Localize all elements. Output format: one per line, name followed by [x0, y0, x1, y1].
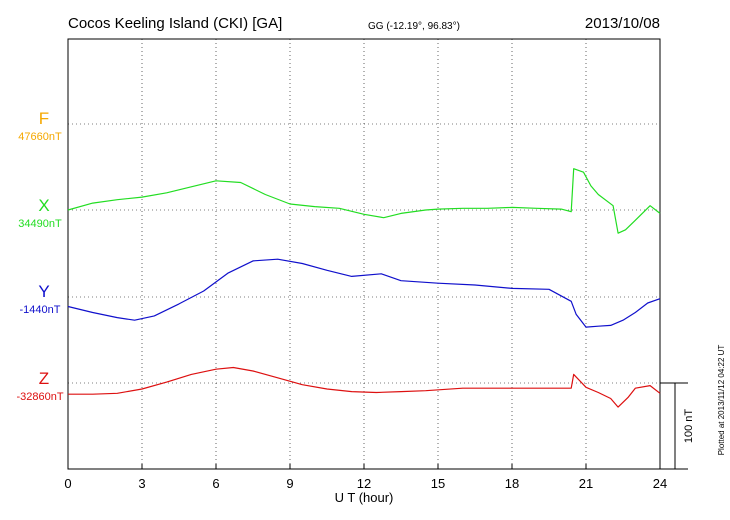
- series-y-name: Y: [38, 282, 49, 301]
- x-tick-label: 18: [505, 476, 519, 491]
- x-tick-label: 9: [286, 476, 293, 491]
- x-axis-label: U T (hour): [335, 490, 394, 505]
- series-z-line: [68, 366, 661, 408]
- series-z-baseline: -32860nT: [16, 391, 63, 403]
- x-tick-label: 3: [138, 476, 145, 491]
- series-labels: F 47660nT X 34490nT Y -1440nT Z -32860nT: [16, 109, 63, 403]
- x-axis-ticks: 0 3 6 9 12 15 18 21 24: [64, 464, 667, 491]
- x-tick-label: 24: [653, 476, 667, 491]
- scale-bar-label: 100 nT: [683, 409, 695, 444]
- x-tick-label: 12: [357, 476, 371, 491]
- series-x-line: [67, 168, 661, 234]
- series-layer: [67, 168, 661, 408]
- series-y-baseline: -1440nT: [20, 304, 61, 316]
- series-x-name: X: [38, 196, 49, 215]
- x-tick-label: 15: [431, 476, 445, 491]
- scale-bar: 100 nT: [660, 382, 695, 470]
- chart-title: Cocos Keeling Island (CKI) [GA]: [68, 15, 282, 32]
- chart-date: 2013/10/08: [585, 15, 660, 32]
- x-tick-label: 0: [64, 476, 71, 491]
- x-tick-label: 6: [212, 476, 219, 491]
- station-coordinates: GG (-12.19°, 96.83°): [368, 21, 460, 32]
- series-f-baseline: 47660nT: [18, 131, 62, 143]
- series-x-baseline: 34490nT: [18, 218, 62, 230]
- chart-grid: [68, 39, 660, 469]
- plotted-timestamp: Plotted at 2013/11/12 04:22 UT: [717, 345, 726, 456]
- series-z-name: Z: [39, 369, 49, 388]
- x-tick-label: 21: [579, 476, 593, 491]
- series-y-line: [67, 258, 661, 328]
- series-f-name: F: [39, 109, 49, 128]
